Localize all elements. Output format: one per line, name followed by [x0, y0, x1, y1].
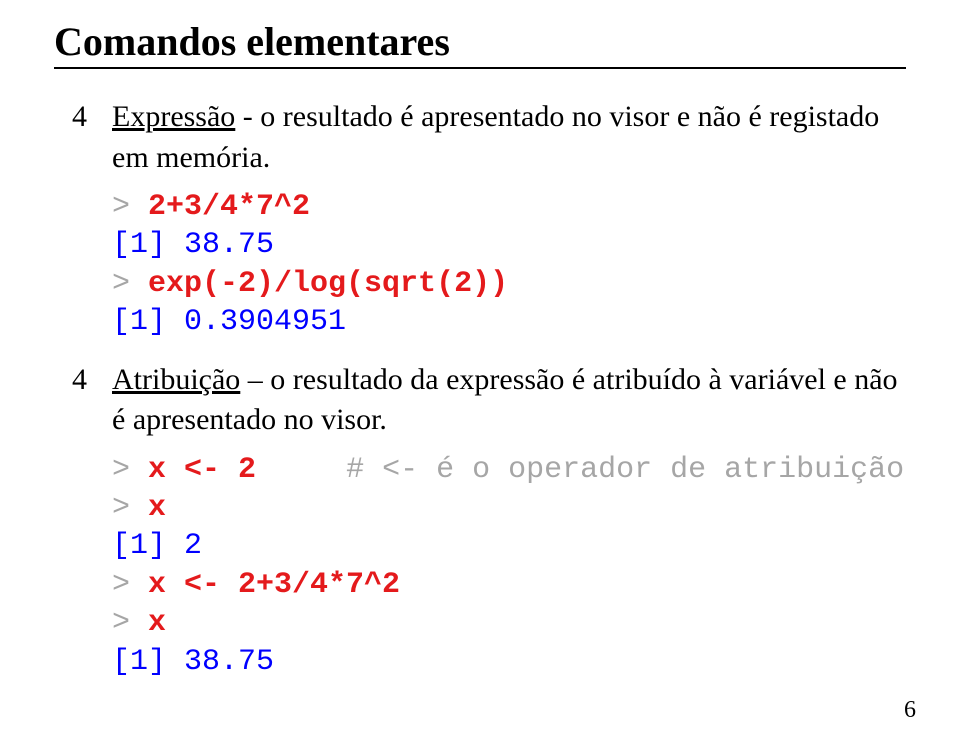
page-title: Comandos elementares	[54, 18, 906, 65]
code-prompt: >	[112, 190, 148, 224]
code-cmd: x <- 2+3/4*7^2	[148, 568, 400, 602]
code-comment: # <- é o operador de atribuição	[346, 453, 904, 487]
code-block-2: > x <- 2 # <- é o operador de atribuição…	[112, 451, 906, 681]
bullet-icon: 4	[72, 360, 112, 399]
code-cmd: exp(-2)/log(sqrt(2))	[148, 267, 508, 301]
code-prompt: >	[112, 568, 148, 602]
list-item: 4 Expressão - o resultado é apresentado …	[72, 97, 906, 178]
item-text: Atribuição – o resultado da expressão é …	[112, 360, 906, 441]
bullet-icon: 4	[72, 97, 112, 136]
code-pad	[256, 453, 346, 487]
title-rule	[54, 67, 906, 69]
code-prompt: >	[112, 606, 148, 640]
item-underlined: Atribuição	[112, 363, 240, 396]
page-number: 6	[904, 697, 916, 724]
code-block-1: > 2+3/4*7^2 [1] 38.75 > exp(-2)/log(sqrt…	[112, 188, 906, 342]
code-cmd: x <- 2	[148, 453, 256, 487]
code-cmd: x	[148, 606, 166, 640]
code-output: [1] 0.3904951	[112, 305, 346, 339]
code-output: [1] 2	[112, 529, 202, 563]
code-prompt: >	[112, 267, 148, 301]
code-prompt: >	[112, 453, 148, 487]
code-output: [1] 38.75	[112, 645, 274, 679]
item-text: Expressão - o resultado é apresentado no…	[112, 97, 906, 178]
code-cmd: 2+3/4*7^2	[148, 190, 310, 224]
list-item: 4 Atribuição – o resultado da expressão …	[72, 360, 906, 441]
item-underlined: Expressão	[112, 100, 235, 133]
code-output: [1] 38.75	[112, 228, 274, 262]
code-prompt: >	[112, 491, 148, 525]
slide-page: Comandos elementares 4 Expressão - o res…	[0, 0, 960, 744]
code-cmd: x	[148, 491, 166, 525]
